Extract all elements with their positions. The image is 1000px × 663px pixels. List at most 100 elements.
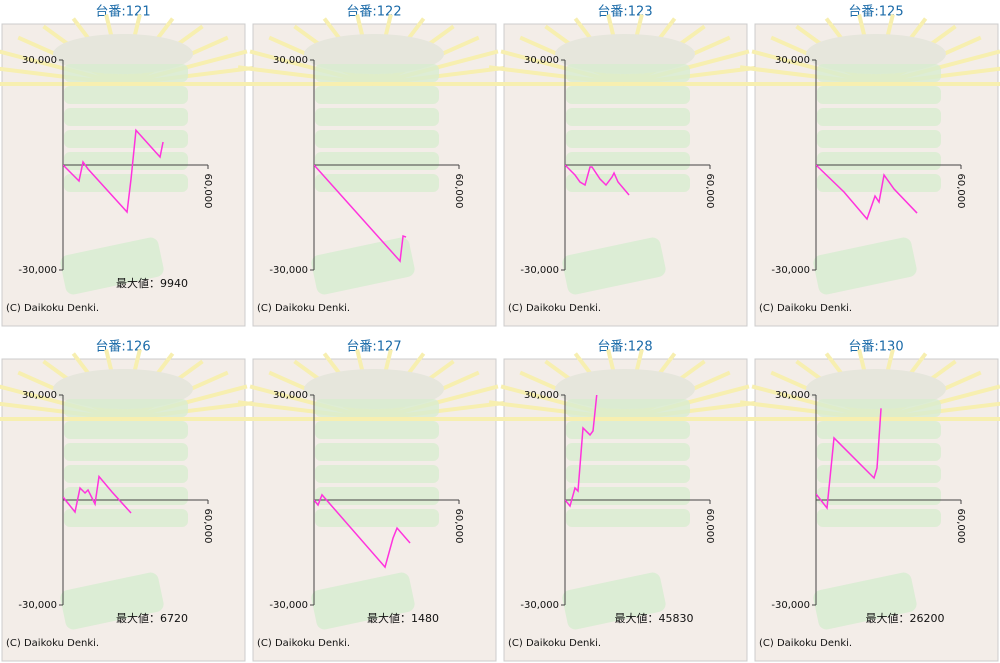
y-tick-label: 30,000: [273, 55, 308, 66]
decor-tier: [566, 64, 690, 82]
decor-tier: [315, 443, 439, 461]
decor-tier: [817, 399, 941, 417]
decor-tray: [60, 237, 164, 295]
y-tick-label: -30,000: [269, 265, 308, 276]
decor-tier: [315, 86, 439, 104]
decor-tier: [566, 399, 690, 417]
y-tick-label: 30,000: [22, 390, 57, 401]
y-tick-label: 30,000: [775, 390, 810, 401]
chart-panel: 台番:122 30,000 -30,000 60,000 (C) Daikoku Den…: [234, 5, 514, 327]
y-tick-label: 30,000: [524, 55, 559, 66]
decor-tray: [60, 572, 164, 630]
copyright: (C) Daikoku Denki.: [6, 638, 99, 649]
data-line: [314, 164, 407, 263]
decor-tier: [64, 86, 188, 104]
chart-title: 台番:128: [597, 340, 652, 355]
decor-tier: [64, 509, 188, 527]
y-tick-label: -30,000: [520, 600, 559, 611]
copyright: (C) Daikoku Denki.: [759, 638, 852, 649]
decor-tier: [315, 487, 439, 505]
copyright: (C) Daikoku Denki.: [6, 303, 99, 314]
copyright: (C) Daikoku Denki.: [759, 303, 852, 314]
chart-title: 台番:122: [346, 5, 401, 20]
chart-title: 台番:126: [95, 340, 150, 355]
x-tick-label: 60,000: [202, 509, 213, 544]
chart-title: 台番:127: [346, 340, 401, 355]
decor-tray: [311, 572, 415, 630]
max-annotation: 最大値：26200: [866, 611, 945, 625]
decor-tier: [566, 465, 690, 483]
data-line: [63, 474, 132, 514]
chart-panel: 台番:130 30,000 -30,000 60,000 最大値：26200 (C) Da…: [736, 340, 1000, 662]
y-tick-label: 30,000: [775, 55, 810, 66]
decor-tier: [566, 108, 690, 126]
decor-tier: [315, 421, 439, 439]
data-line: [565, 164, 630, 196]
decor-tray: [311, 237, 415, 295]
decor-tier: [566, 509, 690, 527]
y-tick-label: 30,000: [22, 55, 57, 66]
chart-panel: 台番:126 30,000 -30,000 60,000 最大値：6720 (C) Dai…: [0, 340, 263, 662]
chart-panel: 台番:125 30,000 -30,000 60,000 (C) Daikoku Den…: [736, 5, 1000, 327]
chart-panel: 台番:127 30,000 -30,000 60,000 最大値：1480 (C) Dai…: [234, 340, 514, 662]
decor-tier: [315, 174, 439, 192]
decor-tier: [64, 465, 188, 483]
y-tick-label: 30,000: [524, 390, 559, 401]
y-tick-label: -30,000: [18, 265, 57, 276]
x-tick-label: 60,000: [202, 174, 213, 209]
y-tick-label: -30,000: [771, 600, 810, 611]
decor-tray: [562, 237, 666, 295]
decor-tier: [566, 130, 690, 148]
decor-tier: [817, 152, 941, 170]
decor-tier: [64, 174, 188, 192]
decor-tier: [817, 465, 941, 483]
chart-title: 台番:125: [848, 5, 903, 20]
x-tick-label: 60,000: [704, 174, 715, 209]
y-tick-label: -30,000: [18, 600, 57, 611]
data-line: [63, 128, 164, 214]
copyright: (C) Daikoku Denki.: [508, 638, 601, 649]
decor-tier: [817, 509, 941, 527]
chart-title: 台番:130: [848, 340, 903, 355]
decor-tier: [64, 130, 188, 148]
y-tick-label: 30,000: [273, 390, 308, 401]
data-line: [565, 395, 598, 508]
x-tick-label: 60,000: [704, 509, 715, 544]
max-annotation: 最大値：6720: [116, 611, 188, 625]
decor-tier: [566, 443, 690, 461]
copyright: (C) Daikoku Denki.: [257, 303, 350, 314]
decor-tier: [315, 64, 439, 82]
decor-tier: [566, 174, 690, 192]
chart-title: 台番:121: [95, 5, 150, 20]
decor-tier: [315, 465, 439, 483]
data-line: [816, 164, 918, 221]
decor-tier: [817, 443, 941, 461]
decor-tier: [817, 108, 941, 126]
decor-tier: [64, 443, 188, 461]
decor-tray: [813, 237, 917, 295]
max-annotation: 最大値：9940: [116, 276, 188, 290]
decor-tier: [817, 487, 941, 505]
decor-tier: [566, 86, 690, 104]
y-tick-label: -30,000: [520, 265, 559, 276]
data-line: [816, 408, 882, 510]
x-tick-label: 60,000: [955, 174, 966, 209]
copyright: (C) Daikoku Denki.: [508, 303, 601, 314]
decor-tier: [315, 152, 439, 170]
decor-tier: [566, 421, 690, 439]
y-tick-label: -30,000: [771, 265, 810, 276]
decor-tier: [817, 64, 941, 82]
decor-tier: [566, 487, 690, 505]
x-tick-label: 60,000: [453, 174, 464, 209]
x-tick-label: 60,000: [955, 509, 966, 544]
decor-tier: [315, 509, 439, 527]
data-line: [314, 493, 411, 569]
chart-panel: 台番:123 30,000 -30,000 60,000 (C) Daikoku Den…: [485, 5, 765, 327]
decor-tier: [315, 130, 439, 148]
decor-tier: [315, 108, 439, 126]
decor-tier: [817, 174, 941, 192]
chart-panel: 台番:128 30,000 -30,000 60,000 最大値：45830 (C) Da…: [485, 340, 765, 662]
decor-tier: [817, 130, 941, 148]
x-tick-label: 60,000: [453, 509, 464, 544]
